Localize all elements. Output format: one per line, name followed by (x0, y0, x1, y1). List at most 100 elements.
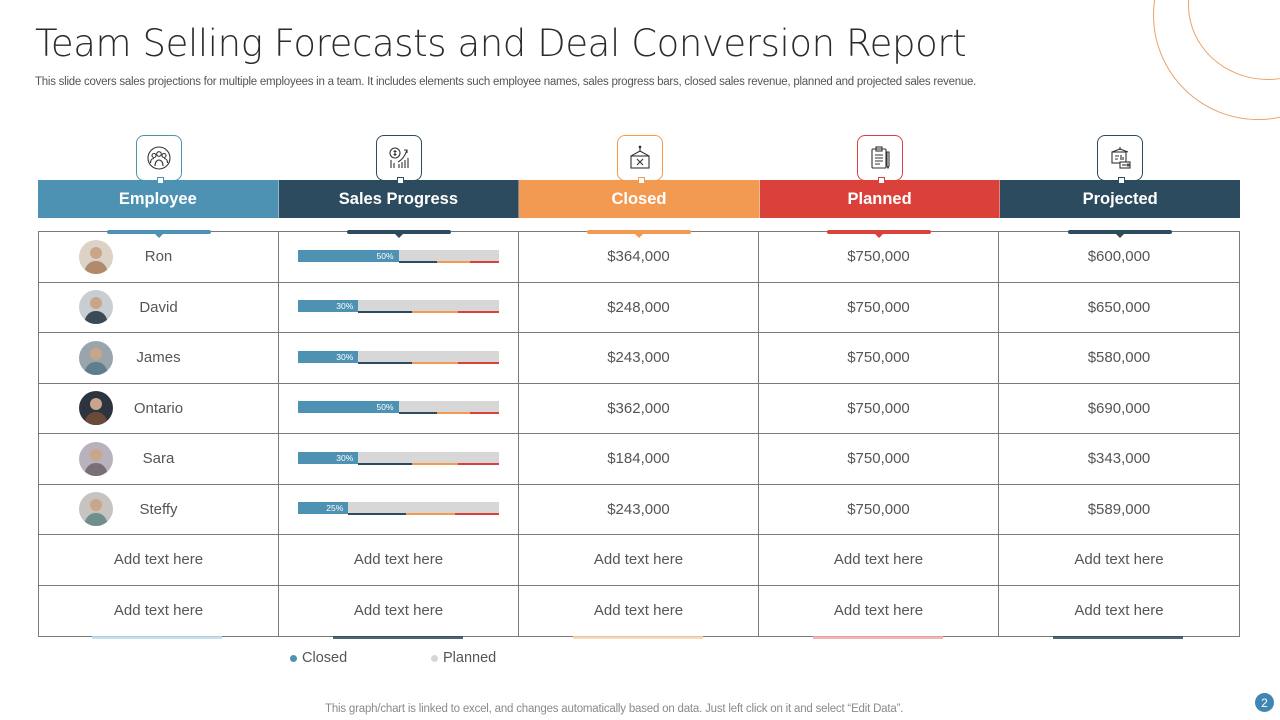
closed-value[interactable]: $248,000 (607, 298, 670, 316)
bottom-accent-projected (1053, 636, 1183, 639)
progress-label: 30% (336, 301, 354, 312)
placeholder-cell: Add text here (759, 585, 999, 636)
team-people-icon (136, 135, 182, 184)
projected-value[interactable]: $343,000 (1087, 450, 1151, 468)
planned-cell: $750,000 (759, 484, 999, 535)
planned-value[interactable]: $750,000 (847, 450, 910, 468)
closed-cell: $362,000 (519, 383, 759, 434)
closed-value[interactable]: $184,000 (607, 450, 670, 468)
legend-item-closed: Closed (290, 650, 347, 666)
header-projected: Projected (1000, 180, 1240, 218)
bottom-accent-planned (813, 636, 943, 639)
employee-name[interactable]: Ontario (133, 399, 184, 417)
planned-value[interactable]: $750,000 (847, 399, 910, 417)
employee-avatar (79, 290, 113, 325)
page-number-badge: 2 (1255, 693, 1274, 712)
employee-name[interactable]: James (136, 349, 181, 367)
closed-cell: $184,000 (519, 434, 759, 485)
placeholder-cell: Add text here (999, 586, 1239, 637)
placeholder-text[interactable]: Add text here (593, 602, 684, 620)
projected-value[interactable]: $690,000 (1087, 399, 1151, 417)
employee-name[interactable]: Ron (144, 248, 173, 266)
accent-tab-employee (107, 230, 211, 238)
bottom-accent-closed (573, 636, 703, 639)
progress-fill: 25% (298, 502, 349, 515)
placeholder-text[interactable]: Add text here (1074, 602, 1164, 620)
progress-segment (411, 311, 459, 314)
sales-progress-bar: 50% (298, 249, 499, 264)
progress-segment (458, 311, 499, 314)
progress-segment (358, 361, 412, 364)
closed-value[interactable]: $364,000 (607, 248, 670, 266)
placeholder-cell: Add text here (519, 585, 759, 636)
placeholder-text[interactable]: Add text here (833, 551, 924, 569)
progress-fill: 50% (298, 401, 399, 414)
closed-value[interactable]: $362,000 (607, 399, 670, 417)
placeholder-text[interactable]: Add text here (353, 551, 444, 569)
presentation-board-icon (1097, 135, 1143, 184)
placeholder-cell: Add text here (39, 585, 279, 636)
progress-segment (358, 311, 412, 314)
progress-segment (455, 513, 499, 516)
progress-label: 30% (336, 452, 354, 463)
accent-tab-planned (827, 230, 931, 238)
projected-cell: $589,000 (999, 485, 1239, 535)
employee-avatar (79, 391, 113, 426)
placeholder-cell: Add text here (759, 535, 999, 586)
placeholder-text[interactable]: Add text here (113, 602, 204, 620)
planned-value[interactable]: $750,000 (847, 248, 910, 266)
progress-segment (411, 361, 459, 364)
header-planned: Planned (759, 180, 1001, 218)
projected-value[interactable]: $650,000 (1087, 298, 1151, 316)
progress-segment (436, 412, 470, 415)
employee-name[interactable]: Steffy (139, 500, 178, 518)
progress-segment (348, 513, 406, 516)
legend-label-planned: Planned (443, 650, 497, 666)
planned-value[interactable]: $750,000 (847, 500, 910, 518)
employee-name[interactable]: Sara (142, 450, 175, 468)
progress-track (298, 502, 499, 515)
clipboard-checklist-icon (857, 135, 903, 184)
placeholder-cell: Add text here (279, 585, 519, 636)
sales-progress-cell: 50% (279, 232, 519, 283)
progress-fill: 30% (298, 300, 359, 313)
header-sales-progress: Sales Progress (278, 180, 520, 218)
closed-cell: $243,000 (519, 333, 759, 384)
progress-label: 50% (376, 402, 394, 413)
closed-value[interactable]: $243,000 (607, 349, 670, 367)
planned-value[interactable]: $750,000 (847, 298, 910, 316)
table-header: Employee Sales Progress Closed Planned P… (38, 180, 1240, 218)
projected-cell: $650,000 (999, 283, 1239, 333)
employee-name[interactable]: David (139, 298, 178, 316)
projected-cell: $580,000 (999, 333, 1239, 384)
placeholder-cell: Add text here (279, 535, 519, 586)
employee-cell: Ron (39, 232, 279, 283)
planned-cell: $750,000 (759, 282, 999, 333)
progress-segment (405, 513, 456, 516)
progress-label: 30% (336, 351, 354, 362)
projected-cell: $343,000 (999, 434, 1239, 485)
legend-dot-closed (290, 654, 297, 662)
money-growth-chart-icon (376, 135, 422, 184)
placeholder-text[interactable]: Add text here (113, 551, 204, 569)
progress-segment (469, 260, 499, 263)
placeholder-text[interactable]: Add text here (353, 602, 444, 620)
sales-progress-cell: 25% (279, 484, 519, 535)
sales-progress-cell: 30% (279, 333, 519, 384)
placeholder-text[interactable]: Add text here (593, 551, 684, 569)
placeholder-text[interactable]: Add text here (833, 602, 924, 620)
employee-cell: David (39, 282, 279, 333)
progress-label: 50% (376, 250, 394, 261)
planned-cell: $750,000 (759, 333, 999, 384)
projected-value[interactable]: $600,000 (1087, 248, 1151, 266)
sales-progress-cell: 30% (279, 282, 519, 333)
closed-value[interactable]: $243,000 (607, 500, 670, 518)
planned-value[interactable]: $750,000 (847, 349, 910, 367)
placeholder-text[interactable]: Add text here (1074, 551, 1164, 569)
accent-tab-closed (587, 230, 691, 238)
progress-segment (436, 260, 470, 263)
projected-value[interactable]: $580,000 (1087, 349, 1151, 367)
projected-value[interactable]: $589,000 (1087, 500, 1151, 518)
employee-avatar (79, 340, 113, 375)
progress-segment (458, 462, 499, 465)
